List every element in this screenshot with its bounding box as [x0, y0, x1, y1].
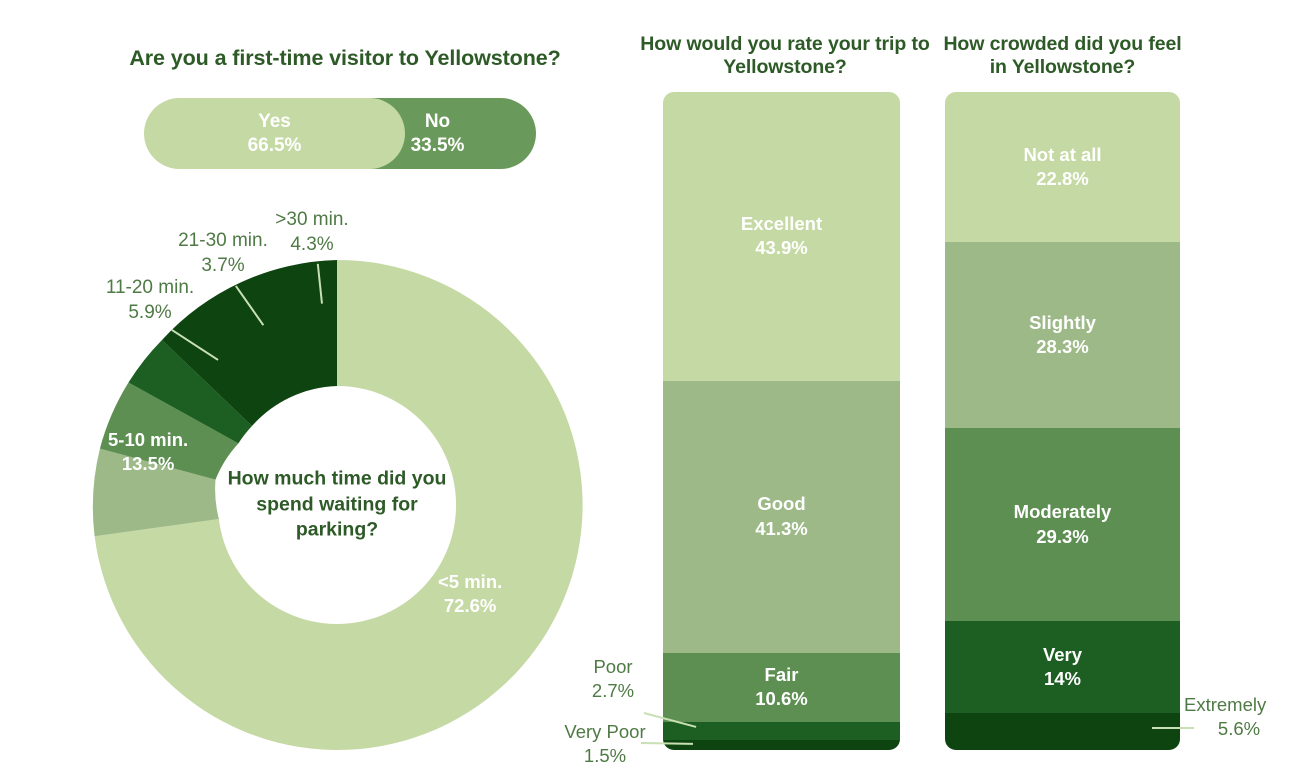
parking-donut-chart: How much time did you spend waiting for …	[90, 258, 584, 752]
crowding-callout-extremely: Extremely 5.6%	[1184, 694, 1267, 740]
donut-slice-under-5-min[interactable]	[94, 259, 583, 750]
crowding-chart-title: How crowded did you feel in Yellowstone?	[943, 33, 1182, 78]
crowding-bar-stack: Not at all 22.8% Slightly 28.3% Moderate…	[945, 92, 1180, 750]
rating-segment-poor[interactable]	[663, 722, 900, 741]
rating-segment-good[interactable]: Good 41.3%	[663, 380, 900, 653]
crowding-segment-slightly[interactable]: Slightly 28.3%	[945, 242, 1180, 429]
rating-stacked-bar: Excellent 43.9% Good 41.3% Fair 10.6%	[663, 92, 900, 750]
donut-center-question: How much time did you spend waiting for …	[224, 466, 450, 543]
donut-callout-over-30-min: >30 min. 4.3%	[275, 209, 349, 256]
pill-yes-value: 66.5%	[247, 134, 302, 156]
donut-slice-11-20-min[interactable]	[99, 382, 239, 480]
donut-slice-21-30-min[interactable]	[128, 340, 253, 444]
crowding-segment-very[interactable]: Very 14%	[945, 621, 1180, 714]
donut-label-5-10-min: 5-10 min. 13.5%	[108, 429, 189, 475]
leader-line-extremely	[1152, 727, 1194, 729]
rating-callout-poor: Poor 2.7%	[591, 656, 635, 702]
donut-center-text: How much time did you spend waiting for …	[227, 467, 447, 541]
pill-no-label: No	[424, 110, 451, 132]
rating-segment-fair[interactable]: Fair 10.6%	[663, 652, 900, 723]
crowding-segment-moderately[interactable]: Moderately 29.3%	[945, 428, 1180, 621]
rating-chart-title: How would you rate your trip to Yellowst…	[640, 33, 930, 78]
pill-segment-yes[interactable]: Yes 66.5%	[144, 98, 405, 169]
crowding-segment-not-at-all[interactable]: Not at all 22.8%	[945, 92, 1180, 243]
donut-svg	[92, 259, 583, 750]
crowding-stacked-bar: Not at all 22.8% Slightly 28.3% Moderate…	[945, 92, 1180, 750]
visitor-stacked-pill-bar: No 33.5% Yes 66.5%	[144, 98, 536, 169]
donut-slice-5-10-min[interactable]	[92, 448, 219, 537]
rating-bar-stack: Excellent 43.9% Good 41.3% Fair 10.6%	[663, 92, 900, 750]
visitor-chart-title: Are you a first-time visitor to Yellowst…	[129, 46, 561, 70]
crowding-segment-extremely[interactable]	[945, 713, 1180, 750]
rating-callout-very-poor: Very Poor 1.5%	[564, 721, 646, 767]
pill-no-value: 33.5%	[410, 134, 465, 156]
pill-yes-label: Yes	[258, 110, 291, 132]
donut-callout-21-30-min: 21-30 min. 3.7%	[178, 230, 268, 277]
rating-segment-very-poor[interactable]	[663, 740, 900, 750]
donut-callout-11-20-min: 11-20 min. 5.9%	[105, 277, 195, 324]
donut-label-under-5-min: <5 min. 72.6%	[438, 571, 503, 617]
rating-segment-excellent[interactable]: Excellent 43.9%	[663, 92, 900, 381]
donut-slice-over-30-min[interactable]	[162, 260, 337, 426]
